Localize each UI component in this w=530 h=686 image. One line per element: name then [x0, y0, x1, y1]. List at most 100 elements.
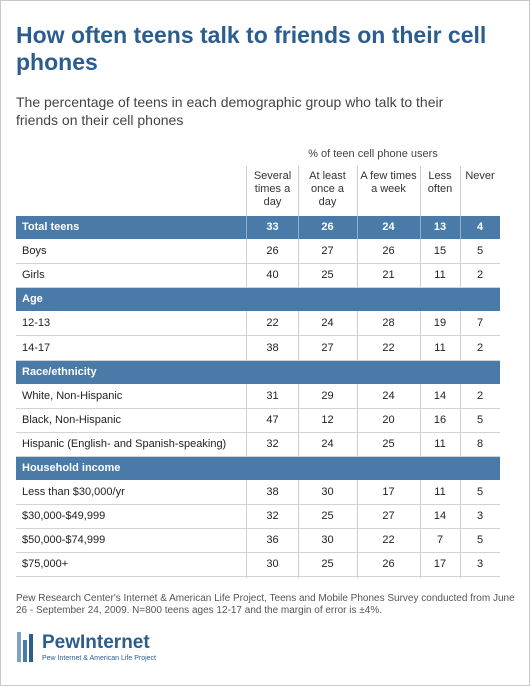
table-row: Less than $30,000/yr 38 30 17 11 5: [16, 481, 500, 504]
row-label: Race/ethnicity: [22, 366, 97, 378]
column-header: Less often: [427, 170, 453, 195]
table-row: Black, Non-Hispanic 47 12 20 16 5: [16, 409, 500, 432]
table-cell: 25: [321, 269, 334, 281]
logo-wordmark: PewInternet: [42, 632, 150, 653]
table-cell: 26: [266, 245, 279, 257]
table-cell: 40: [266, 269, 279, 281]
band-divider: [357, 216, 358, 239]
table-row: $30,000-$49,999 32 25 27 14 3: [16, 505, 500, 528]
table-cell: 17: [382, 486, 395, 498]
row-label: Age: [22, 293, 43, 305]
table-cell: 16: [433, 414, 447, 426]
row-divider: [16, 263, 500, 264]
row-label: Less than $30,000/yr: [22, 486, 125, 498]
chart-subtitle: The percentage of teens in each demograp…: [16, 94, 444, 128]
source-note: Pew Research Center's Internet & America…: [16, 593, 515, 616]
row-label: $75,000+: [22, 558, 69, 570]
table-cell: 3: [476, 558, 484, 570]
table-cell: 30: [266, 558, 279, 570]
row-label: Total teens: [22, 221, 80, 233]
total-row: Total teens 33 26 24 13 4: [16, 216, 500, 239]
table-cell: 24: [382, 221, 395, 233]
band-divider: [420, 216, 421, 239]
table-cell: 38: [266, 486, 279, 498]
table-cell: 26: [382, 558, 395, 570]
table-cell: 24: [321, 317, 334, 329]
row-label: White, Non-Hispanic: [22, 390, 123, 402]
table-cell: 22: [266, 317, 279, 329]
table-cell: 4: [476, 221, 484, 233]
row-divider: [16, 408, 500, 409]
band-divider: [460, 216, 461, 239]
table-cell: 14: [433, 390, 447, 402]
row-divider: [16, 456, 500, 457]
row-divider: [16, 432, 500, 433]
table-cell: 5: [476, 414, 484, 426]
pew-logo-icon: [17, 632, 33, 662]
row-divider: [16, 528, 500, 529]
table-cell: 32: [266, 438, 279, 450]
table-cell: 24: [382, 390, 395, 402]
table-row: 12-13 22 24 28 19 7: [16, 312, 500, 335]
table-cell: 26: [382, 245, 395, 257]
table-cell: 5: [476, 245, 484, 257]
table-cell: 28: [382, 317, 395, 329]
table-cell: 5: [476, 486, 484, 498]
table-cell: 30: [321, 486, 334, 498]
table-cell: 32: [266, 510, 279, 522]
table-cell: 47: [266, 414, 279, 426]
table-cell: 8: [476, 438, 484, 450]
section-header-row: Race/ethnicity: [16, 361, 500, 384]
table-cell: 7: [436, 534, 444, 546]
table-cell: 11: [434, 438, 446, 450]
row-label: 12-13: [22, 317, 51, 329]
row-label: 14-17: [22, 342, 51, 354]
table-cell: 15: [433, 245, 447, 257]
chart-title: How often teens talk to friends on their…: [16, 22, 487, 75]
table-cell: 25: [321, 510, 334, 522]
table-cell: 11: [434, 269, 446, 281]
row-label: Girls: [22, 269, 45, 281]
section-header-row: Age: [16, 288, 500, 311]
table-cell: 2: [476, 269, 484, 281]
row-label: Boys: [22, 245, 47, 257]
table-cell: 38: [266, 342, 279, 354]
section-header-row: Household income: [16, 457, 500, 480]
table-cell: 11: [434, 486, 446, 498]
table-row: 14-17 38 27 22 11 2: [16, 337, 500, 360]
table-cell: 11: [434, 342, 446, 354]
row-divider: [16, 360, 500, 361]
table-row: White, Non-Hispanic 31 29 24 14 2: [16, 385, 500, 408]
column-header: Several times a day: [253, 170, 292, 208]
pew-logo: PewInternet Pew Internet & American Life…: [16, 630, 196, 670]
table-cell: 3: [476, 510, 484, 522]
row-divider: [16, 552, 500, 553]
units-note: % of teen cell phone users: [308, 148, 438, 160]
table-cell: 27: [321, 342, 334, 354]
table-cell: 22: [382, 342, 395, 354]
table-cell: 30: [321, 534, 334, 546]
row-label: $50,000-$74,999: [22, 534, 106, 546]
table-cell: 26: [321, 221, 334, 233]
row-label: Hispanic (English- and Spanish-speaking): [22, 438, 227, 450]
band-divider: [246, 216, 247, 239]
row-divider: [16, 287, 500, 288]
table-row: $50,000-$74,999 36 30 22 7 5: [16, 529, 500, 552]
row-label: Household income: [22, 462, 121, 474]
table-cell: 33: [266, 221, 279, 233]
band-divider: [298, 216, 299, 239]
logo-tagline: Pew Internet & American Life Project: [42, 655, 156, 662]
table-cell: 2: [476, 342, 484, 354]
table-cell: 22: [382, 534, 395, 546]
table-cell: 27: [321, 245, 334, 257]
table-row: Hispanic (English- and Spanish-speaking)…: [16, 433, 500, 456]
column-header: Never: [465, 170, 495, 182]
row-label: $30,000-$49,999: [22, 510, 106, 522]
table-cell: 5: [476, 534, 484, 546]
table-cell: 13: [433, 221, 447, 233]
table-row: Girls 40 25 21 11 2: [16, 264, 500, 287]
table-cell: 24: [321, 438, 334, 450]
row-divider: [16, 335, 500, 336]
row-divider: [16, 576, 500, 577]
row-divider: [16, 504, 500, 505]
